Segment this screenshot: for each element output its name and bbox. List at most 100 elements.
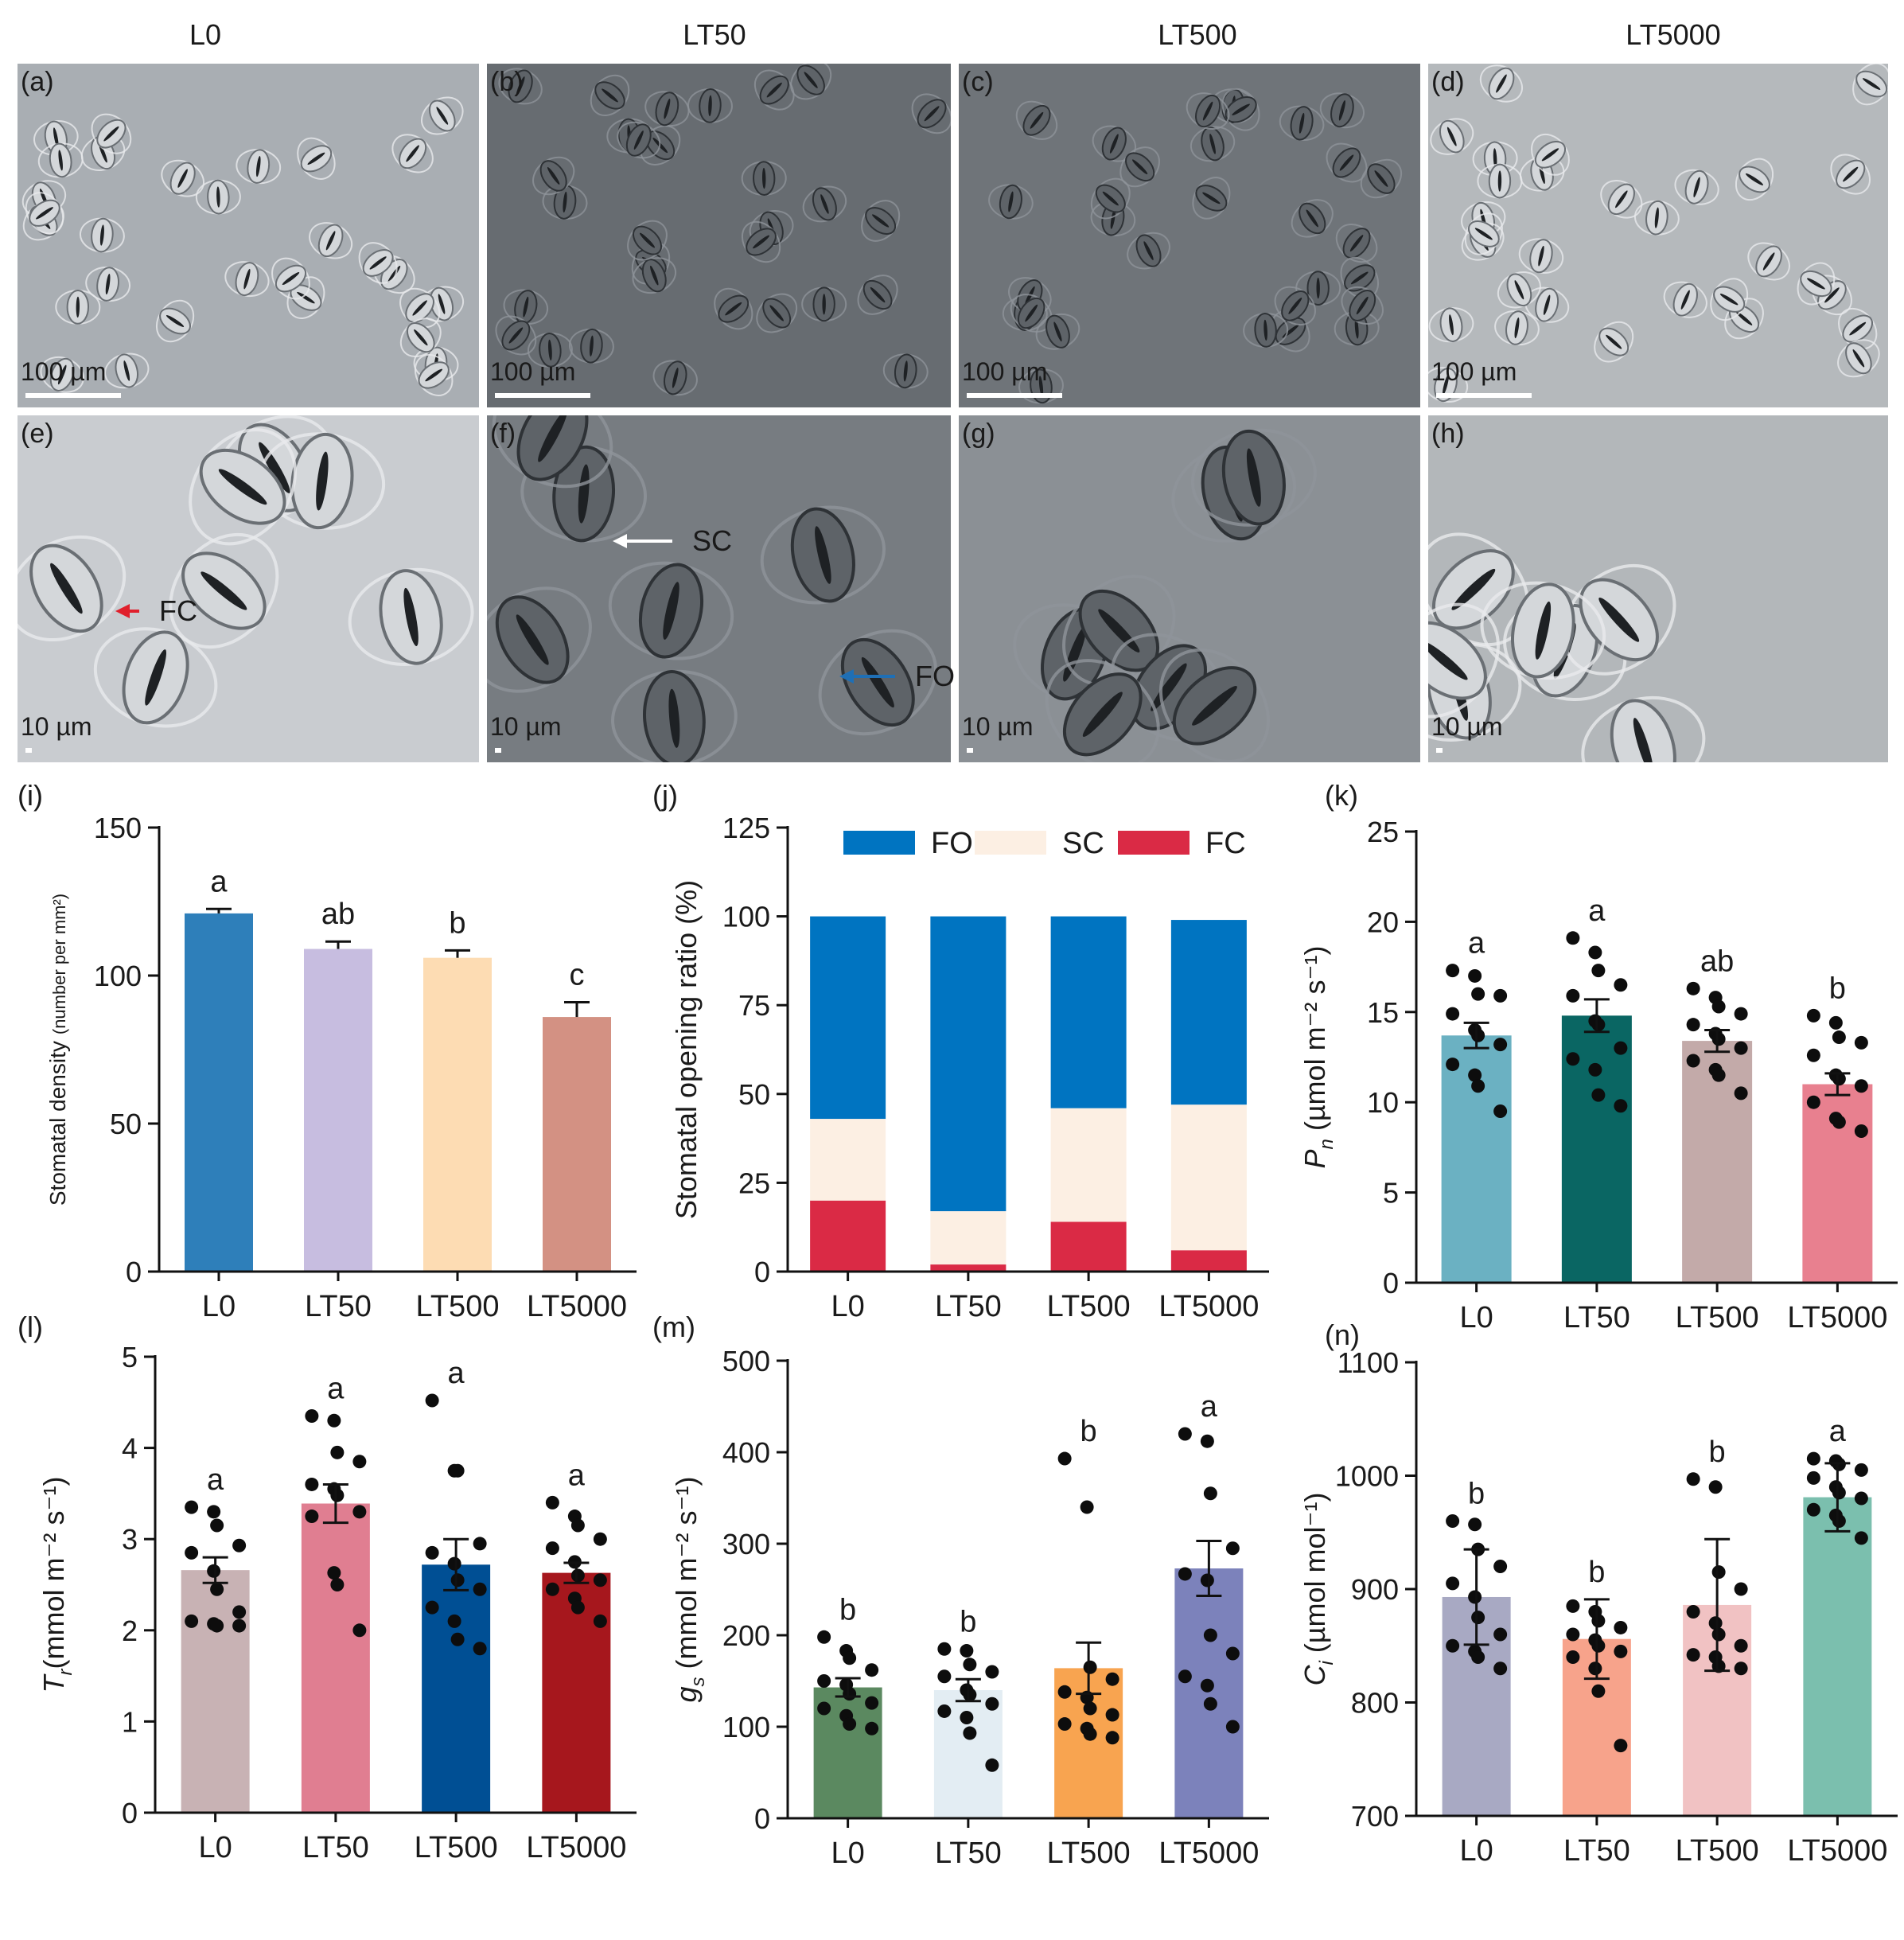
data-point [937,1669,952,1684]
y-tick-label: 1100 [1337,1346,1399,1379]
stoma-shape [1341,286,1384,325]
stacked-bar-fo-lt50 [930,916,1007,1212]
legend-label: SC [1062,827,1104,860]
y-tick-label: 150 [94,812,142,844]
stoma-shape [189,428,298,546]
bar-lt5000 [1803,1497,1872,1816]
annotation-sc: SC [613,524,732,557]
stoma-shape [18,535,127,642]
data-point [305,1510,319,1524]
stoma-shape [1428,307,1474,343]
data-point [1854,1463,1868,1477]
data-point [1493,1560,1508,1573]
stoma-shape [1747,242,1790,281]
data-point [185,1614,199,1628]
stoma-shape [1192,177,1231,220]
stoma-shape [741,220,781,263]
stoma-shape [1279,105,1325,141]
stacked-bar-fo-l0 [810,916,886,1120]
data-point [1225,1541,1240,1556]
data-point [1686,1605,1700,1619]
stoma-shape [1045,659,1160,762]
stoma-shape [195,179,241,215]
stoma-shape [632,257,677,294]
significance-letter: a [1588,894,1606,928]
stacked-bar-sc-lt500 [1050,1108,1127,1222]
data-point [1686,1054,1700,1068]
stoma-shape [1119,146,1160,188]
y-tick-label: 10 [1367,1086,1399,1119]
data-point [843,1651,857,1665]
legend-item-fo: FO [843,827,973,860]
data-point [1591,1088,1606,1102]
x-tick-label: LT500 [416,1290,500,1323]
stoma-shape [1035,313,1080,350]
micrograph-background [1428,64,1888,407]
scale-bar-label: 100 µm [490,357,575,386]
stoma-shape [1186,92,1230,130]
annotation-arrow-head [115,604,130,618]
data-point [1832,1514,1846,1528]
stoma-shape [1710,278,1749,321]
x-tick-label: LT5000 [1787,1834,1887,1868]
stoma-shape [1010,294,1053,333]
data-point [352,1455,367,1469]
data-point [1493,1627,1508,1642]
stoma-shape [55,289,101,325]
data-point [425,1600,439,1615]
stoma-shape [687,88,733,123]
y-tick-label: 0 [122,1797,138,1829]
data-point [425,1545,439,1560]
x-tick-label: LT500 [1676,1301,1759,1334]
y-tick-label: 1 [122,1705,138,1738]
annotation-label: FC [159,594,197,627]
x-tick-label: L0 [831,1837,864,1870]
stoma-shape [1243,312,1289,348]
stoma-shape [348,567,474,667]
panel-letter: (b) [490,67,524,97]
stoma-shape [568,328,614,364]
stoma-shape [741,161,787,196]
stoma-shape [532,156,575,196]
data-point [1591,964,1606,978]
x-tick-label: LT500 [415,1831,498,1864]
stoma-shape [259,432,386,530]
data-point [1493,1038,1508,1052]
data-point [1203,1697,1217,1711]
data-point [1178,1567,1192,1581]
stoma-shape [79,217,125,253]
stoma-shape [1428,367,1469,403]
significance-letter: a [1468,927,1485,960]
x-tick-label: LT50 [1563,1301,1630,1334]
stoma-shape [297,137,336,180]
stacked-bar-sc-lt5000 [1170,1104,1247,1251]
bar-lt500 [423,957,492,1272]
panel-letter: (h) [1431,419,1465,449]
stacked-bar-fc-lt5000 [1170,1250,1247,1272]
stoma-shape [1581,695,1706,762]
data-point [1828,1015,1843,1030]
stoma-shape [714,287,753,330]
data-point [1566,1599,1580,1613]
stoma-shape [1015,100,1058,140]
data-point [1080,1500,1094,1514]
y-axis-label: Pn (µmol m⁻² s⁻¹) [1299,945,1337,1168]
micrograph-panel-h: (h) 10 µm [1428,415,1888,762]
bar-lt50 [301,1503,370,1813]
panel-letter: (i) [18,779,43,812]
y-axis-label-unit: (mmol m⁻² s⁻¹) [670,1477,703,1677]
data-point [1708,1480,1723,1494]
stoma-shape [1830,154,1871,195]
stoma-shape [988,184,1034,220]
stoma-shape [756,293,798,333]
stoma-shape [1430,118,1474,155]
stoma-shape [93,627,218,728]
legend-swatch [975,831,1046,855]
data-point [450,1463,465,1478]
data-point [1493,988,1508,1003]
data-point [1734,1638,1748,1653]
y-tick-label: 50 [738,1078,770,1111]
y-axis-label-main: Stomatal opening ratio (%) [670,880,703,1219]
